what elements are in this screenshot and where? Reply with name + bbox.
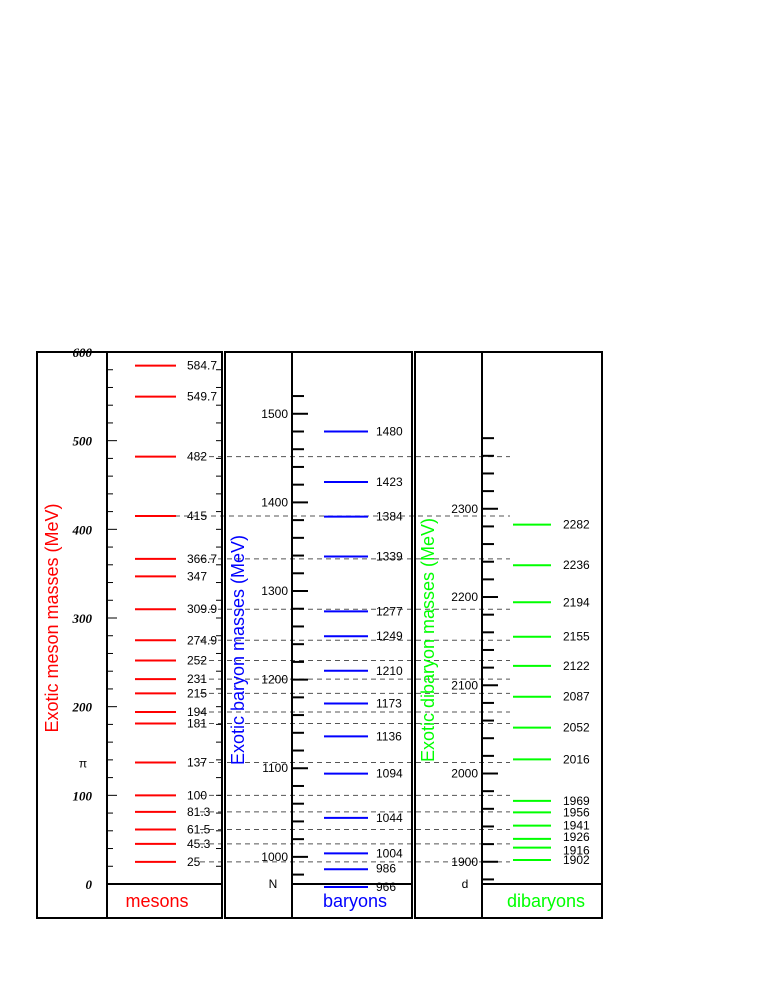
meson-tick-label: 300 [72, 611, 93, 626]
meson-level-label: 274.9 [187, 633, 217, 647]
baryon-level-label: 1249 [376, 629, 403, 643]
dibaryon-level-label: 2282 [563, 518, 590, 532]
baryon-level-label: 966 [376, 880, 396, 894]
dibaryon-level-label: 2016 [563, 752, 590, 766]
meson-level-label: 25 [187, 855, 201, 869]
guide-lines [175, 456, 510, 863]
meson-tick-label: 100 [73, 788, 93, 803]
meson-level-label: 584.7 [187, 359, 217, 373]
baryon-tick-label: 1200 [261, 673, 288, 687]
meson-level-label: 309.9 [187, 602, 217, 616]
meson-tick-label: 600 [73, 345, 93, 360]
meson-level-label: 252 [187, 654, 207, 668]
baryon-level-label: 1339 [376, 549, 403, 563]
baryon-level-label: 1480 [376, 424, 403, 438]
baryon-level-label: 986 [376, 861, 396, 875]
baryon-level-label: 1173 [376, 697, 402, 711]
meson-level-label: 194 [187, 705, 207, 719]
meson-level-label: 81.3 [187, 805, 211, 819]
dibaryon-level-label: 1916 [563, 844, 590, 858]
dibaryon-level-label: 2052 [563, 721, 590, 735]
meson-axis-title: Exotic meson masses (MeV) [42, 503, 62, 732]
baryon-level-label: 1384 [376, 510, 403, 524]
panel-frames [36, 351, 603, 919]
meson-level-label: 347 [187, 569, 207, 583]
meson-tick-label: 400 [72, 522, 93, 537]
dibaryon-level-label: 2236 [563, 558, 590, 572]
meson-level-label: 137 [187, 756, 207, 770]
meson-level-label: 415 [187, 509, 207, 523]
baryon-level-label: 1094 [376, 767, 403, 781]
meson-level-label: 45.3 [187, 837, 211, 851]
baryon-level-label: 1210 [376, 664, 403, 678]
baryon-level-label: 1004 [376, 846, 403, 860]
energy-levels [135, 364, 551, 888]
deuteron-marker-label: d [462, 877, 469, 891]
dibaryon-tick-label: 2300 [451, 502, 478, 516]
baryon-tick-label: 1500 [261, 407, 288, 421]
baryon-level-label: 1423 [376, 475, 403, 489]
dibaryon-level-label: 2194 [563, 595, 590, 609]
dibaryon-tick-label: 2200 [451, 590, 478, 604]
baryon-tick-label: 1000 [261, 850, 288, 864]
dibaryon-level-label: 1926 [563, 830, 590, 844]
meson-level-label: 366.7 [187, 552, 217, 566]
pion-marker-label: π [79, 757, 87, 771]
mesons-panel-label: mesons [125, 891, 188, 911]
baryon-level-label: 1136 [376, 729, 402, 743]
meson-level-label: 61.5 [187, 822, 211, 836]
dibaryon-level-label: 2087 [563, 690, 590, 704]
dibaryon-tick-label: 2100 [451, 678, 478, 692]
dibaryon-level-label: 2122 [563, 659, 590, 673]
dibaryon-level-label: 1902 [563, 853, 590, 867]
panel-frame [106, 351, 223, 919]
dibaryon-axis-title: Exotic dibaryon masses (MeV) [418, 518, 438, 762]
baryon-tick-label: 1400 [261, 495, 288, 509]
dibaryon-tick-label: 2000 [451, 767, 478, 781]
baryon-axis-title: Exotic baryon masses (MeV) [228, 535, 248, 765]
meson-level-label: 482 [187, 450, 207, 464]
dibaryons-panel-label: dibaryons [507, 891, 585, 911]
meson-level-label: 181 [187, 717, 207, 731]
meson-level-label: 549.7 [187, 390, 217, 404]
dibaryon-tick-label: 1900 [451, 855, 478, 869]
meson-tick-label: 500 [73, 434, 93, 449]
baryon-level-label: 1044 [376, 811, 403, 825]
meson-tick-label: 0 [86, 877, 93, 892]
meson-level-label: 100 [187, 788, 207, 802]
baryon-tick-label: 1300 [261, 584, 288, 598]
panel-frame [481, 351, 603, 919]
baryon-tick-label: 1100 [262, 761, 288, 775]
dibaryon-level-label: 1941 [563, 819, 590, 833]
dibaryon-level-label: 2155 [563, 630, 590, 644]
meson-level-label: 231 [187, 672, 207, 686]
baryons-panel-label: baryons [323, 891, 387, 911]
meson-level-label: 215 [187, 686, 207, 700]
axis-ticks [107, 351, 498, 885]
meson-tick-label: 200 [72, 700, 93, 715]
chart-text: 0 100 200 300 400 500 600 1000 1100 1200 1300 1400 1… [42, 345, 590, 911]
dibaryon-level-label: 1956 [563, 805, 590, 819]
baryon-level-label: 1277 [376, 604, 403, 618]
nucleon-marker-label: N [269, 877, 278, 891]
dibaryon-level-label: 1969 [563, 794, 590, 808]
panel-frame [291, 351, 413, 919]
